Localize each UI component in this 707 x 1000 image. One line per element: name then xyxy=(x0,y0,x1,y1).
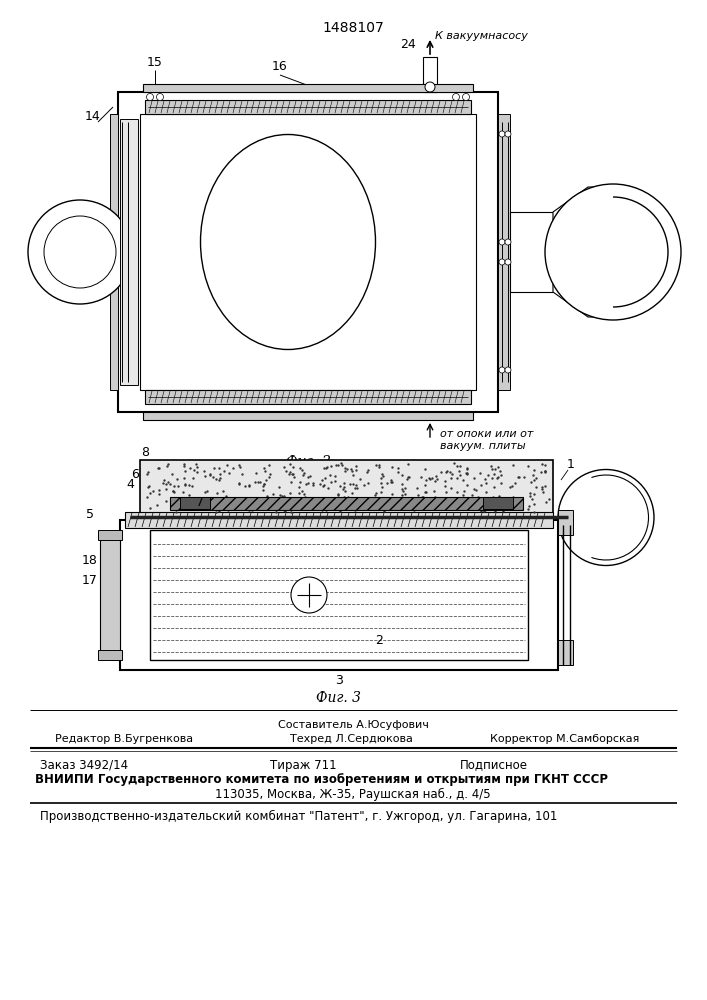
Text: 17: 17 xyxy=(82,574,98,586)
Bar xyxy=(170,497,523,510)
Circle shape xyxy=(499,367,505,373)
Bar xyxy=(145,100,471,114)
Circle shape xyxy=(505,367,511,373)
Bar xyxy=(100,535,120,655)
Bar xyxy=(140,460,553,515)
Text: 24: 24 xyxy=(400,37,416,50)
Circle shape xyxy=(291,577,327,613)
Text: 1488107: 1488107 xyxy=(322,21,384,35)
Circle shape xyxy=(558,470,654,566)
Text: Редактор В.Бугренкова: Редактор В.Бугренкова xyxy=(55,734,193,744)
Text: Производственно-издательский комбинат "Патент", г. Ужгород, ул. Гагарина, 101: Производственно-издательский комбинат "П… xyxy=(40,809,557,823)
Text: Тираж 711: Тираж 711 xyxy=(270,758,337,772)
Bar xyxy=(145,390,471,404)
Bar xyxy=(120,119,138,385)
Text: 4: 4 xyxy=(126,479,134,491)
Bar xyxy=(98,650,122,660)
Text: 18: 18 xyxy=(82,554,98,566)
Circle shape xyxy=(146,94,153,101)
Bar xyxy=(498,114,510,390)
Circle shape xyxy=(505,131,511,137)
Text: 2: 2 xyxy=(375,634,383,647)
Bar xyxy=(483,497,513,509)
Text: Корректор М.Самборская: Корректор М.Самборская xyxy=(490,734,639,744)
Text: вакуум. плиты: вакуум. плиты xyxy=(440,441,525,451)
Text: Составитель А.Юсуфович: Составитель А.Юсуфович xyxy=(278,720,428,730)
Bar xyxy=(143,412,473,420)
Text: 15: 15 xyxy=(147,55,163,68)
Bar xyxy=(118,92,498,412)
Text: Фиг. 2: Фиг. 2 xyxy=(286,455,330,469)
Circle shape xyxy=(505,259,511,265)
Text: 6: 6 xyxy=(131,468,139,482)
Text: Подписное: Подписное xyxy=(460,758,528,772)
Text: Заказ 3492/14: Заказ 3492/14 xyxy=(40,758,128,772)
Circle shape xyxy=(545,184,681,320)
Bar xyxy=(150,530,528,660)
Text: 7: 7 xyxy=(196,496,204,510)
Text: 3: 3 xyxy=(335,674,343,686)
Circle shape xyxy=(156,94,163,101)
Text: ВНИИПИ Государственного комитета по изобретениям и открытиям при ГКНТ СССР: ВНИИПИ Государственного комитета по изоб… xyxy=(35,774,608,786)
Bar xyxy=(120,520,558,670)
Bar xyxy=(423,57,437,92)
Text: 16: 16 xyxy=(272,60,288,74)
Text: К вакуумнасосу: К вакуумнасосу xyxy=(435,31,528,41)
PathPatch shape xyxy=(553,187,618,317)
Bar xyxy=(558,510,573,535)
Bar xyxy=(140,114,476,390)
Circle shape xyxy=(505,239,511,245)
Circle shape xyxy=(462,94,469,101)
Text: Фиг. 3: Фиг. 3 xyxy=(317,691,361,705)
Bar xyxy=(110,114,118,390)
Text: от опоки или от: от опоки или от xyxy=(440,429,533,439)
Circle shape xyxy=(28,200,132,304)
Text: 5: 5 xyxy=(86,508,94,522)
Text: А - А: А - А xyxy=(288,492,328,508)
Text: 8: 8 xyxy=(141,446,149,458)
Bar xyxy=(98,530,122,540)
Text: Техред Л.Сердюкова: Техред Л.Сердюкова xyxy=(290,734,413,744)
Text: 113035, Москва, Ж-35, Раушская наб., д. 4/5: 113035, Москва, Ж-35, Раушская наб., д. … xyxy=(215,787,491,801)
Bar xyxy=(510,212,553,292)
Bar xyxy=(558,640,573,665)
Circle shape xyxy=(452,94,460,101)
Bar xyxy=(125,512,553,528)
Circle shape xyxy=(499,239,505,245)
Bar xyxy=(143,84,473,92)
Circle shape xyxy=(425,82,435,92)
Bar xyxy=(180,497,210,509)
Circle shape xyxy=(499,259,505,265)
Circle shape xyxy=(499,131,505,137)
Text: 1: 1 xyxy=(567,458,575,472)
Text: 14: 14 xyxy=(85,110,101,123)
